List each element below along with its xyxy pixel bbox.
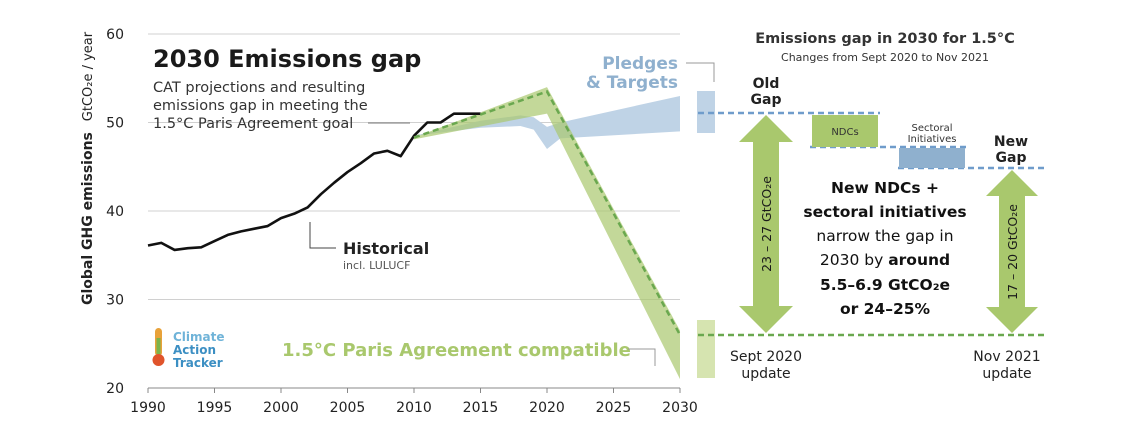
message-line-4-text: 2030 by [820, 251, 888, 269]
x-tick-2005: 2005 [330, 400, 366, 416]
thermometer-level-icon [156, 338, 161, 354]
sectoral-label-line-1: Sectoral [911, 123, 952, 134]
pledges-leader-line [686, 62, 715, 82]
thermometer-bulb-icon [152, 354, 165, 366]
historical-label: Historical [343, 239, 429, 258]
x-tick-2025: 2025 [596, 400, 632, 416]
ndcs-label: NDCs [831, 127, 858, 138]
old-gap-range-label: 23 – 27 GtCO₂e [759, 176, 774, 272]
chart-subtitle-line-3: 1.5°C Paris Agreement goal [153, 116, 353, 132]
y-tick-50: 50 [106, 116, 124, 132]
historical-sublabel: incl. LULUCF [343, 259, 410, 272]
y-tick-40: 40 [106, 204, 124, 220]
emissions-gap-panel: Emissions gap in 2030 for 1.5°C Changes … [698, 31, 1046, 382]
y-tick-30: 30 [106, 293, 124, 309]
message-line-1: New NDCs + [831, 179, 939, 197]
paris-leader-line [628, 348, 656, 366]
new-gap-label-line-1: New [994, 134, 1028, 150]
new-gap-label-line-2: Gap [996, 150, 1027, 166]
left-update-line-2: update [741, 366, 790, 382]
message-line-4: 2030 by around [820, 251, 950, 269]
ndcs-box [812, 115, 878, 147]
x-tick-2000: 2000 [263, 400, 299, 416]
y-axis-title: Global GHG emissions [80, 132, 96, 305]
right-update-line-2: update [982, 366, 1031, 382]
message-line-6: or 24–25% [840, 300, 931, 318]
paris-dashed-line [413, 89, 682, 336]
new-gap-double-arrow [986, 170, 1038, 333]
new-gap-range-label: 17 – 20 GtCO₂e [1005, 204, 1020, 300]
x-tick-labels: 1990 1995 2000 2005 2010 2015 2020 2025 2030 [130, 400, 698, 416]
old-gap-label-line-2: Gap [751, 92, 782, 108]
sectoral-initiatives-box [899, 148, 965, 168]
y-tick-60: 60 [106, 27, 124, 43]
logo-word-climate: Climate [173, 330, 225, 344]
chart-title: 2030 Emissions gap [153, 45, 421, 73]
x-tick-1995: 1995 [197, 400, 233, 416]
right-update-line-1: Nov 2021 [973, 349, 1040, 365]
series-lines [147, 89, 682, 336]
old-gap-double-arrow [739, 115, 793, 333]
logo-word-tracker: Tracker [173, 356, 223, 370]
y-tick-labels: 20 30 40 50 60 [106, 27, 124, 397]
left-update-line-1: Sept 2020 [730, 349, 802, 365]
pledges-2030-bar [697, 91, 715, 133]
projection-bands [414, 87, 680, 380]
y-axis-unit: GtCO₂e / year [81, 31, 96, 121]
chart-subtitle-line-1: CAT projections and resulting [153, 80, 365, 96]
climate-action-tracker-logo: Climate Action Tracker [152, 328, 225, 370]
x-tick-2020: 2020 [529, 400, 565, 416]
paris-2030-bar [697, 320, 715, 378]
message-line-4-bold: around [888, 251, 950, 269]
pledges-targets-band [414, 95, 680, 150]
x-tick-1990: 1990 [130, 400, 166, 416]
message-line-2: sectoral initiatives [803, 203, 966, 221]
logo-word-action: Action [173, 343, 216, 357]
sectoral-label-line-2: Initiatives [908, 134, 957, 145]
x-tick-2010: 2010 [396, 400, 432, 416]
paris-label: 1.5°C Paris Agreement compatible [282, 340, 631, 361]
x-tick-2030: 2030 [662, 400, 698, 416]
y-axis-label: Global GHG emissions GtCO₂e / year [80, 31, 96, 305]
gap-panel-title: Emissions gap in 2030 for 1.5°C [755, 31, 1015, 47]
historical-line [147, 112, 481, 252]
old-gap-label-line-1: Old [753, 76, 780, 92]
paris-compatible-band [414, 87, 680, 380]
message-line-5: 5.5–6.9 GtCO₂e [820, 276, 950, 294]
pledges-label-line-2: & Targets [586, 73, 678, 93]
gap-panel-subtitle: Changes from Sept 2020 to Nov 2021 [781, 51, 989, 64]
pledges-label-line-1: Pledges [602, 54, 678, 74]
y-tick-20: 20 [106, 381, 124, 397]
historical-leader-line [309, 222, 336, 249]
message-line-3: narrow the gap in [816, 227, 953, 245]
chart-subtitle-line-2: emissions gap in meeting the [153, 98, 368, 114]
x-tick-2015: 2015 [463, 400, 499, 416]
